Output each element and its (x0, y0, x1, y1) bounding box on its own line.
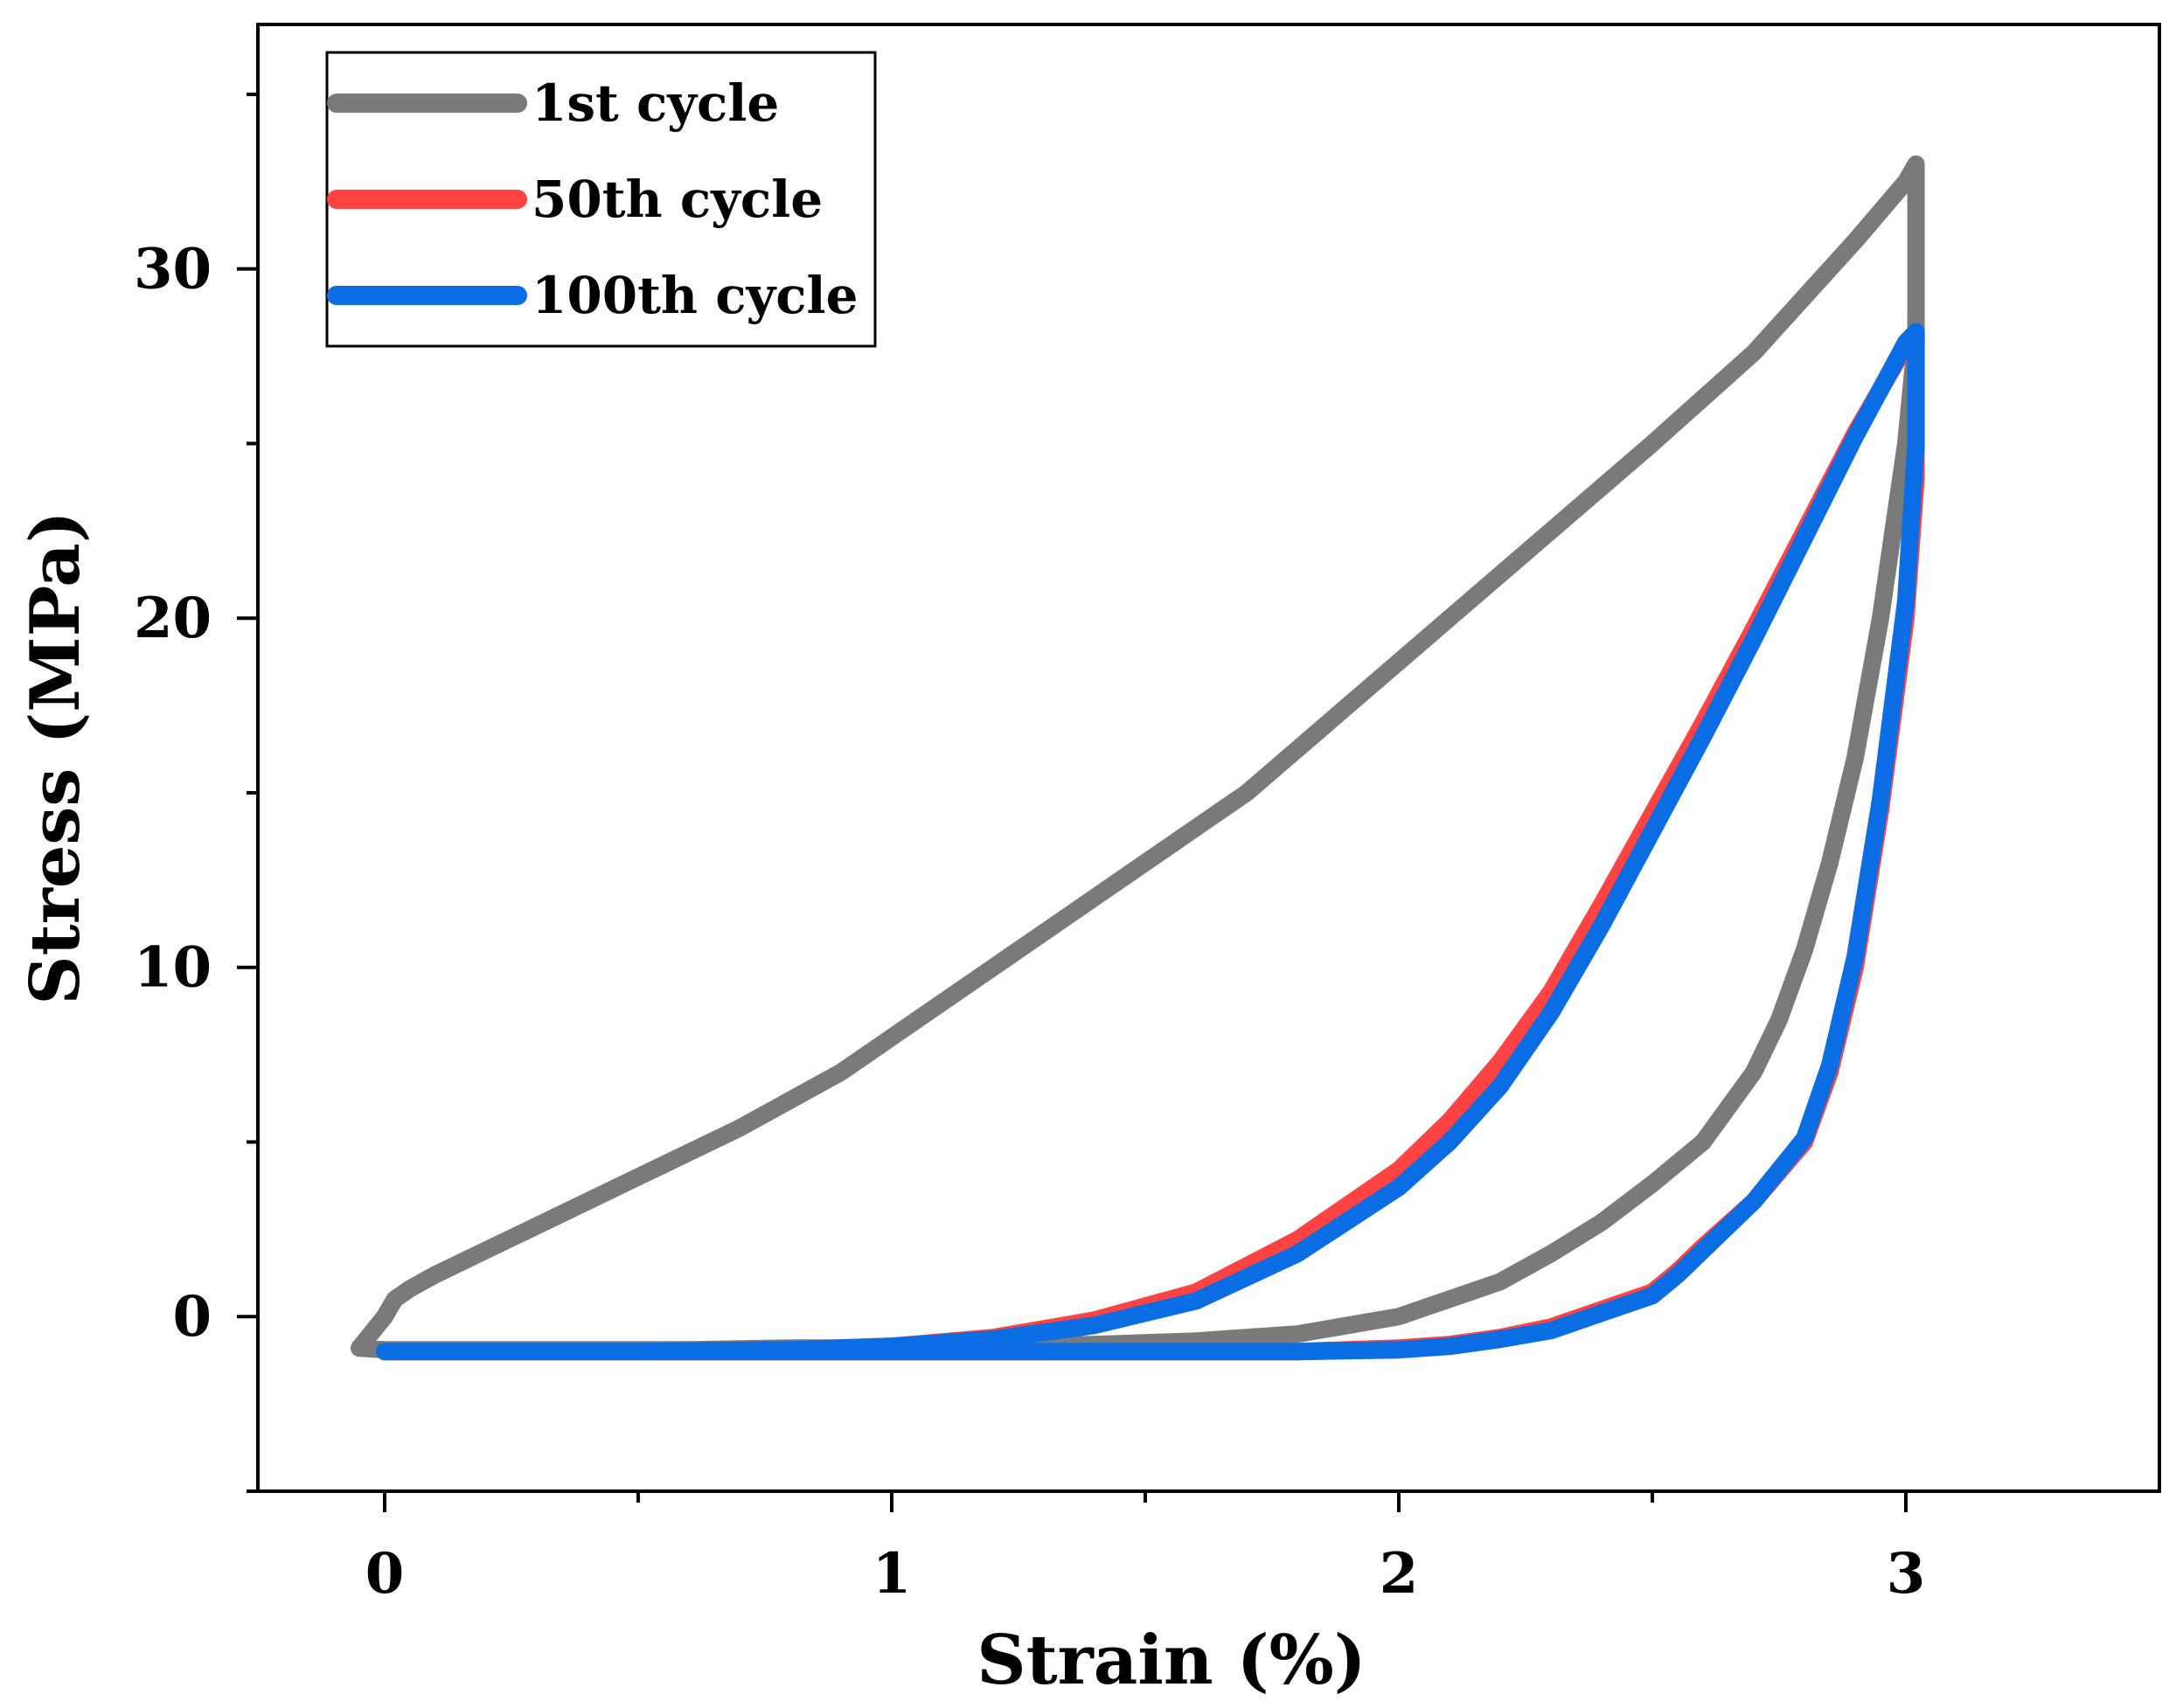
y-tick-label: 30 (134, 237, 212, 302)
y-tick-label: 0 (172, 1284, 212, 1350)
x-tick-label: 0 (365, 1541, 405, 1607)
legend-label-100th-cycle: 100th cycle (532, 266, 859, 325)
series-layer (351, 155, 1925, 1361)
x-tick-label: 3 (1887, 1541, 1926, 1607)
x-tick-label: 1 (872, 1541, 912, 1607)
x-axis-title: Strain (%) (977, 1621, 1366, 1700)
x-tick-label: 2 (1380, 1541, 1419, 1607)
y-tick-label: 10 (134, 935, 212, 1001)
y-axis-title: Stress (MPa) (16, 510, 95, 1004)
y-tick-label: 20 (134, 586, 212, 651)
series-line-100th-cycle (376, 323, 1925, 1361)
plot-frame (256, 23, 2161, 1493)
legend-label-50th-cycle: 50th cycle (532, 170, 823, 229)
legend: 1st cycle 50th cycle 100th cycle (325, 51, 877, 348)
legend-label-1st-cycle: 1st cycle (532, 73, 779, 133)
